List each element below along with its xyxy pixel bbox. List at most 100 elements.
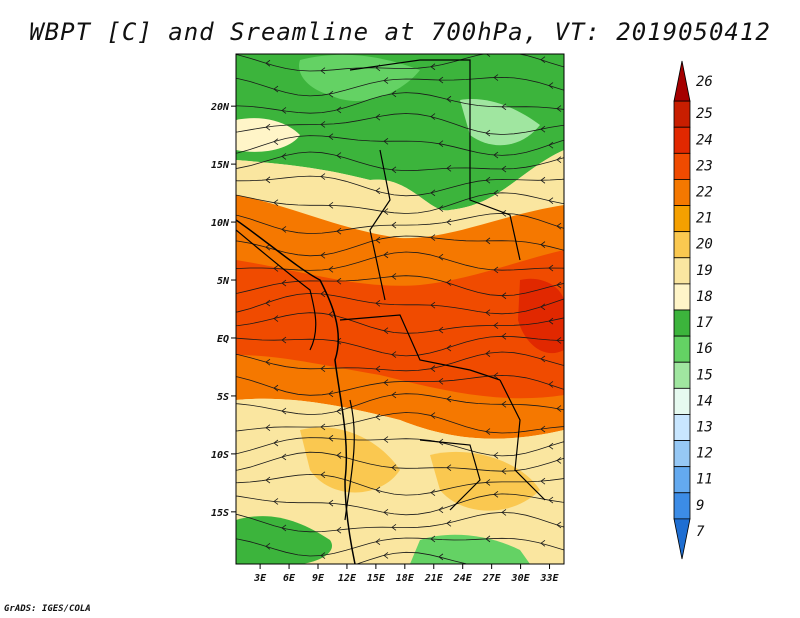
streamline-arrow [556,222,562,230]
streamline-arrow [493,266,499,274]
streamline-arrow [281,153,287,160]
colorbar: 26 25 24 23 22 21 20 19 18 17 16 15 14 13 12 11 9 7 [673,60,713,560]
streamline-arrow [328,434,334,442]
streamline-arrow [493,491,499,498]
streamline [236,212,564,235]
streamline-arrow [485,54,491,57]
streamline-arrow [265,543,271,550]
streamline-arrow [548,496,554,504]
streamline-arrow [501,165,507,173]
colorbar-label: 23 [696,158,713,174]
streamline-arrow [430,234,436,241]
streamline-arrow [430,113,436,120]
streamline-arrow [281,226,287,233]
streamline-arrow [383,137,389,145]
streamline-arrow [375,187,381,195]
y-axis: 20N 15N 10N 5N EQ 5S 10S 15S [210,102,236,519]
colorbar-label: 25 [696,106,713,122]
streamline-arrow [265,176,271,184]
streamline-arrow [328,202,334,209]
streamline-arrow [501,509,507,516]
streamline-arrow [320,173,326,180]
streamline-arrow [320,67,326,75]
grads-credit: GrADS: IGES/COLA [4,604,91,614]
country-borders [236,59,546,521]
streamline-arrow [493,372,499,380]
colorbar-swatch [673,335,691,363]
colorbar-swatch [673,179,691,206]
streamline-arrow [438,253,444,261]
streamline-arrow [383,77,389,84]
colorbar-swatch [673,361,691,389]
field-yellow-west [236,118,300,152]
streamline-arrow [438,76,444,84]
streamline-arrow [328,499,334,507]
streamline-arrow [548,317,554,325]
streamline-arrow [430,489,436,496]
streamline-arrow [540,425,546,433]
streamline-arrow [273,384,279,392]
y-tick-label: 5N [217,276,230,287]
streamline [236,54,564,72]
streamline-arrow [320,552,326,559]
streamline-arrow [273,315,279,322]
streamline-arrow [446,95,452,103]
field-green-south [236,516,333,564]
streamline-arrow [375,299,381,307]
x-tick-label: 24E [453,573,473,584]
streamline-arrow [320,365,326,372]
streamline-arrow [328,390,334,398]
streamline-arrow [485,309,491,316]
y-tick-label: EQ [217,334,229,345]
streamline-arrow [273,498,279,505]
streamline-arrow [328,90,334,98]
streamline-arrow [430,189,436,197]
streamline-arrow [493,322,499,329]
colorbar-top-arrow [673,60,691,102]
colorbar-swatch [673,309,691,337]
colorbar-swatch [673,257,691,285]
streamline-arrow [430,63,436,71]
streamline-arrow [274,566,278,572]
colorbar-label: 14 [696,393,713,409]
streamline-arrow [383,436,389,443]
streamline-arrow [265,476,271,484]
streamline-arrow [320,251,326,259]
streamline-arrow [320,423,326,431]
streamline-arrow [328,133,334,140]
streamline-arrow [383,251,389,259]
wbpt-field [236,54,564,574]
streamline [236,493,564,516]
streamline-arrow [548,141,554,149]
colorbar-swatch [673,231,691,259]
colorbar-label: 12 [696,446,713,462]
streamline-arrow [336,526,342,534]
colorbar-swatch [673,100,691,128]
streamline-arrow [540,241,546,248]
field-green-north [236,54,564,211]
streamline-arrow [383,208,389,215]
colorbar-swatch [673,492,691,520]
streamline-arrow [320,121,326,128]
streamline-arrow [430,301,436,309]
colorbar-label: 13 [696,420,713,436]
streamline-arrow [265,59,271,67]
streamline-arrow [336,152,342,159]
colorbar-swatch [673,387,691,415]
streamline [236,192,564,214]
colorbar-swatch [673,205,691,233]
y-tick-label: 20N [210,102,230,113]
streamline [236,335,564,357]
y-tick-label: 5S [217,392,229,403]
streamline-arrow [320,290,326,298]
field-south-warm-2 [430,451,540,511]
streamline-arrow [391,221,397,229]
streamline-arrow [336,227,342,235]
field-lightgreen-north [299,54,420,101]
streamline-arrow [438,377,444,385]
streamline-arrow [540,477,546,485]
streamline-arrow [329,568,333,574]
streamline [236,351,564,372]
colorbar-label: 7 [696,524,705,540]
streamline-arrow [556,281,562,289]
